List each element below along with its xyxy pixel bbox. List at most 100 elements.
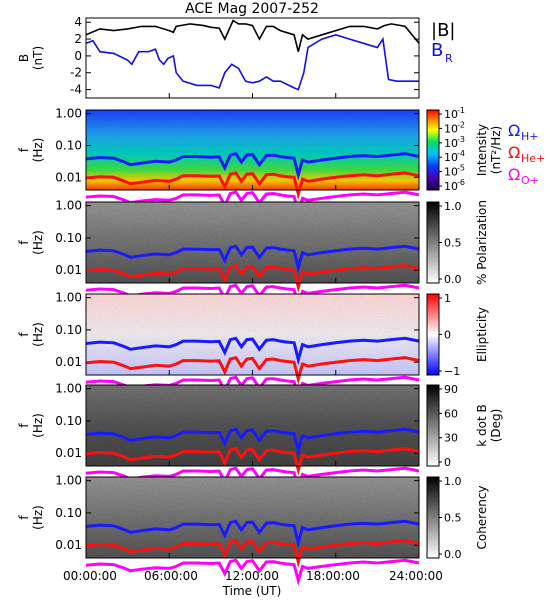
y-axis-label-name: f [17, 423, 31, 428]
y-tick-label: 0.10 [55, 231, 82, 245]
gyrofrequency-line-oplus [85, 283, 420, 312]
colorbar [426, 476, 440, 559]
colorbar-tick-exponent: -5 [457, 164, 465, 173]
legend-br-subscript: R [445, 52, 453, 65]
legend-omega: Ω [508, 143, 520, 162]
colorbar-tick-label: −1 [444, 365, 460, 378]
x-tick-label-1: 06:00:00 [144, 569, 198, 583]
colorbar-tick-label: 10 [444, 108, 458, 121]
spectrogram-background [86, 110, 419, 190]
colorbar-tick-label: 10 [444, 166, 458, 179]
colorbar-tick-label: 10 [444, 137, 458, 150]
colorbar-tick-label: 10 [444, 122, 458, 135]
y-axis-label-unit: (Hz) [31, 138, 45, 163]
colorbar-tick-label: 60 [444, 407, 458, 420]
x-tick-label-0: 00:00:00 [63, 569, 117, 583]
colorbar-tick-label: 10 [444, 151, 458, 164]
y-tick-label: 0.01 [55, 446, 82, 460]
y-tick-label: 4 [74, 15, 82, 29]
panel-frame [85, 384, 420, 467]
colorbar-label-line1: Ellipticity [475, 307, 489, 362]
y-tick-label: 0.01 [55, 170, 82, 184]
colorbar-label-line1: % Polarization [475, 200, 489, 285]
colorbar-tick-label: 90 [444, 383, 458, 396]
y-tick-label: 1.00 [55, 107, 82, 121]
gyrofrequency-line-hplus [85, 244, 420, 274]
y-axis-label-name: B [17, 54, 31, 62]
y-axis-label-unit: (Hz) [31, 505, 45, 530]
colorbar-tick-label: 0 [444, 329, 451, 342]
y-tick-label: 0.10 [55, 323, 82, 337]
series-line-btotal [85, 19, 420, 52]
series-line-br [85, 33, 419, 91]
x-tick-label-2: 12:00:00 [225, 569, 279, 583]
y-tick-label: 0.01 [55, 355, 82, 369]
y-tick-label: -2 [70, 66, 82, 80]
y-axis-label: f (Hz) [17, 505, 45, 530]
legend-omega: Ω [508, 121, 520, 140]
y-axis-label-name: f [17, 240, 31, 245]
y-tick-label: -4 [70, 83, 82, 97]
colorbar-tick-label: 0.5 [444, 512, 462, 525]
y-tick-label: 0.10 [55, 506, 82, 520]
gyrofrequency-line-hplus [85, 519, 420, 549]
x-tick-label-4: 24:00:00 [389, 569, 443, 583]
chart-title: ACE Mag 2007-252 [185, 1, 319, 17]
colorbar-tick-label: 0 [444, 456, 451, 469]
y-axis-label-name: f [17, 147, 31, 152]
colorbar-label-line1: k dot B [475, 404, 489, 446]
colorbar-label: Coherency [475, 485, 489, 549]
gyrofrequency-line-heplus [85, 538, 420, 568]
colorbar-label: k dot B (Deg) [475, 404, 503, 446]
legend-hplus: H+ [521, 130, 539, 143]
colorbar-tick-label: 10 [444, 180, 458, 193]
colorbar-label-line2: (Deg) [489, 409, 503, 443]
panel-frame [85, 476, 420, 559]
gyrofrequency-line-heplus [85, 446, 420, 476]
panel-frame [85, 17, 420, 99]
panel-ellipticity: 1.00 0.10 0.01 f (Hz) 1 0 −1 Ellipticity [17, 291, 489, 404]
panel-coherency: 1.00 0.10 0.01 f (Hz) 1.0 0.5 0.0 Coherency [17, 474, 489, 587]
colorbar-label-line1: Coherency [475, 485, 489, 549]
colorbar-label: % Polarization [475, 200, 489, 285]
gyrofrequency-line-oplus [85, 558, 420, 587]
panels: 420-2-4B (nT)|B|B R1.000.100.01f (Hz)10 -110… [17, 15, 545, 587]
colorbar-tick-exponent: -4 [457, 149, 465, 158]
y-axis-label-unit: (Hz) [31, 413, 45, 438]
colorbar [426, 384, 440, 467]
y-axis-label: B (nT) [17, 46, 45, 70]
panel-frame [85, 201, 420, 284]
colorbar-tick-label: 0.0 [444, 273, 462, 286]
x-tick-label-3: 18:00:00 [306, 569, 360, 583]
gyrofrequency-line-heplus [85, 171, 420, 200]
spectrogram-background [86, 294, 419, 375]
y-tick-label: 2 [74, 32, 82, 46]
y-tick-label: 0.10 [55, 138, 82, 152]
y-axis-label: f (Hz) [17, 230, 45, 255]
colorbar-tick-exponent: -3 [457, 135, 465, 144]
colorbar-tick-label: 1.0 [444, 200, 462, 213]
y-axis-label: f (Hz) [17, 322, 45, 347]
colorbar-label: Ellipticity [475, 307, 489, 362]
y-tick-label: 1.00 [55, 382, 82, 396]
gyrofrequency-line-hplus [85, 336, 420, 366]
gyrofrequency-line-hplus [85, 427, 420, 457]
colorbar-tick-label: 1.0 [444, 475, 462, 488]
gyrofrequency-line-heplus [85, 263, 420, 293]
y-tick-label: 1.00 [55, 199, 82, 213]
panel-intensity: 1.000.100.01f (Hz)10-110-210-310-410 -510-… [17, 106, 545, 218]
y-axis-label-unit: (Hz) [31, 230, 45, 255]
colorbar [426, 109, 440, 191]
y-tick-label: 0.10 [55, 414, 82, 428]
panel-frame [85, 293, 420, 376]
gyrofrequency-line-oplus [85, 190, 420, 218]
y-tick-label: 0 [74, 49, 82, 63]
legend-oplus: O+ [521, 174, 539, 187]
colorbar [426, 293, 440, 376]
y-axis-label: f (Hz) [17, 413, 45, 438]
colorbar-tick-label: 1 [444, 292, 451, 305]
spectrogram-background [86, 202, 419, 283]
x-axis-labels: 00:00:00 06:00:00 12:00:00 18:00:00 24:0… [63, 569, 443, 598]
y-tick-label: 1.00 [55, 291, 82, 305]
